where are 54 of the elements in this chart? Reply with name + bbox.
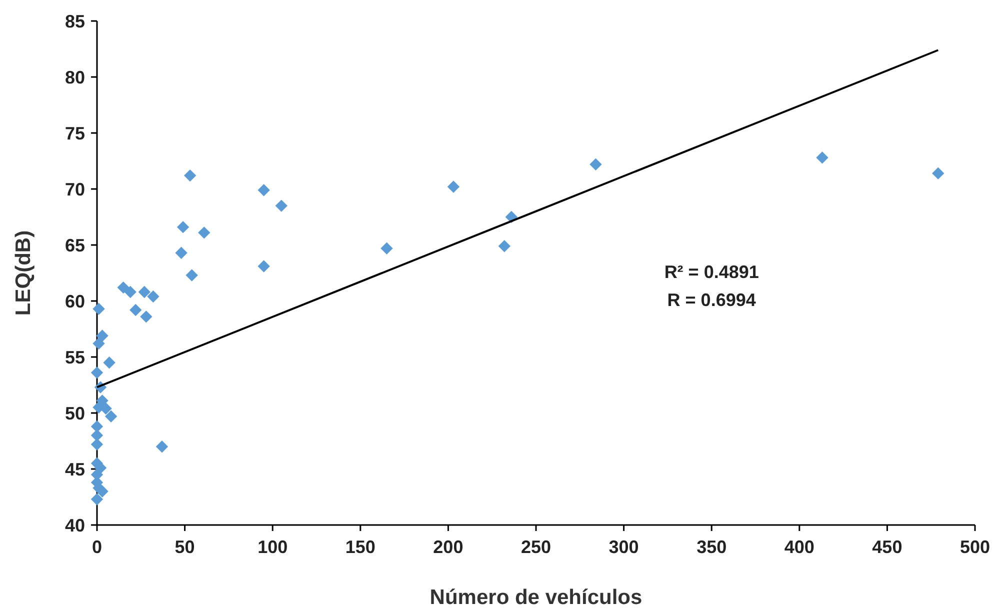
x-axis-title: Número de vehículos — [430, 586, 642, 609]
x-tick-label: 450 — [872, 537, 902, 557]
point — [90, 366, 104, 379]
point — [184, 169, 196, 182]
x-tick-label: 400 — [784, 537, 814, 557]
point — [275, 200, 288, 212]
point — [175, 246, 188, 259]
point — [156, 440, 168, 453]
point — [140, 310, 152, 323]
point — [198, 226, 210, 239]
y-tick-label: 70 — [64, 179, 85, 200]
x-tick-label: 100 — [258, 537, 288, 557]
x-tick-label: 500 — [960, 537, 990, 557]
x-tick-label: 300 — [608, 537, 639, 557]
y-tick-label: 65 — [64, 235, 85, 256]
point — [138, 286, 151, 298]
x-tick-label: 50 — [174, 537, 195, 557]
point — [147, 290, 160, 303]
point — [124, 286, 136, 298]
point — [932, 167, 944, 180]
point — [176, 220, 190, 234]
point — [816, 152, 828, 164]
point — [90, 438, 104, 450]
y-tick-label: 45 — [64, 459, 85, 480]
x-tick-label: 150 — [345, 537, 376, 557]
y-tick-label: 85 — [64, 11, 85, 32]
point — [90, 493, 104, 506]
point — [590, 158, 602, 170]
point — [96, 330, 108, 342]
x-tick-label: 200 — [433, 537, 464, 557]
annotation: R² = 0.4891 — [664, 262, 759, 282]
y-tick-label: 60 — [64, 291, 85, 312]
point — [130, 304, 142, 316]
y-tick-label: 50 — [64, 403, 85, 424]
annotation: R = 0.6994 — [667, 290, 756, 310]
point — [186, 269, 198, 282]
point — [258, 184, 270, 196]
point — [498, 240, 510, 252]
point — [117, 281, 130, 294]
point — [380, 242, 393, 254]
x-tick-label: 350 — [696, 537, 727, 557]
y-tick-label: 80 — [64, 67, 85, 88]
y-axis-title: LEQ(dB) — [12, 230, 35, 316]
point — [447, 180, 460, 193]
point — [258, 260, 270, 272]
y-tick-label: 75 — [64, 123, 85, 144]
y-tick-label: 40 — [64, 515, 85, 536]
point — [92, 337, 105, 350]
point — [92, 302, 105, 315]
x-tick-label: 0 — [92, 537, 102, 557]
point — [103, 356, 116, 369]
point — [104, 410, 118, 422]
x-tick-label: 250 — [520, 537, 552, 557]
y-tick-label: 55 — [64, 347, 85, 368]
